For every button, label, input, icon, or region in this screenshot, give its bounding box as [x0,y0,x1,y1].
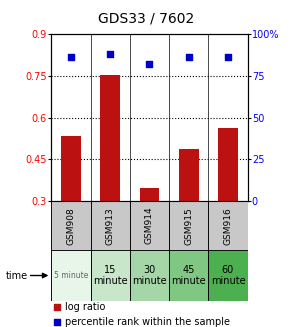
Bar [169,201,208,250]
Point [55,319,59,324]
Text: 45
minute: 45 minute [171,265,206,286]
Bar [100,76,120,201]
Text: 5 minute: 5 minute [54,271,88,280]
Bar [208,201,248,250]
Text: GSM908: GSM908 [67,207,75,245]
Point [108,51,113,56]
Bar [140,188,159,201]
Text: GSM915: GSM915 [184,207,193,245]
Text: GDS33 / 7602: GDS33 / 7602 [98,11,195,26]
Point [147,61,152,66]
Text: GSM914: GSM914 [145,207,154,245]
Bar [130,250,169,301]
Text: GSM916: GSM916 [224,207,232,245]
Text: 15
minute: 15 minute [93,265,127,286]
Text: 60
minute: 60 minute [211,265,245,286]
Bar [218,128,238,201]
Bar [91,250,130,301]
Bar [51,201,91,250]
Point [186,54,191,60]
Text: time: time [6,271,28,281]
Bar [130,201,169,250]
Text: percentile rank within the sample: percentile rank within the sample [65,317,230,327]
Bar [208,250,248,301]
Text: 30
minute: 30 minute [132,265,167,286]
Bar [179,149,199,201]
Text: log ratio: log ratio [65,302,105,312]
Point [55,305,59,310]
Text: GSM913: GSM913 [106,207,115,245]
Bar [169,250,208,301]
Bar [91,201,130,250]
Point [69,54,73,60]
Point [226,54,230,60]
Bar [51,250,91,301]
Bar [61,136,81,201]
